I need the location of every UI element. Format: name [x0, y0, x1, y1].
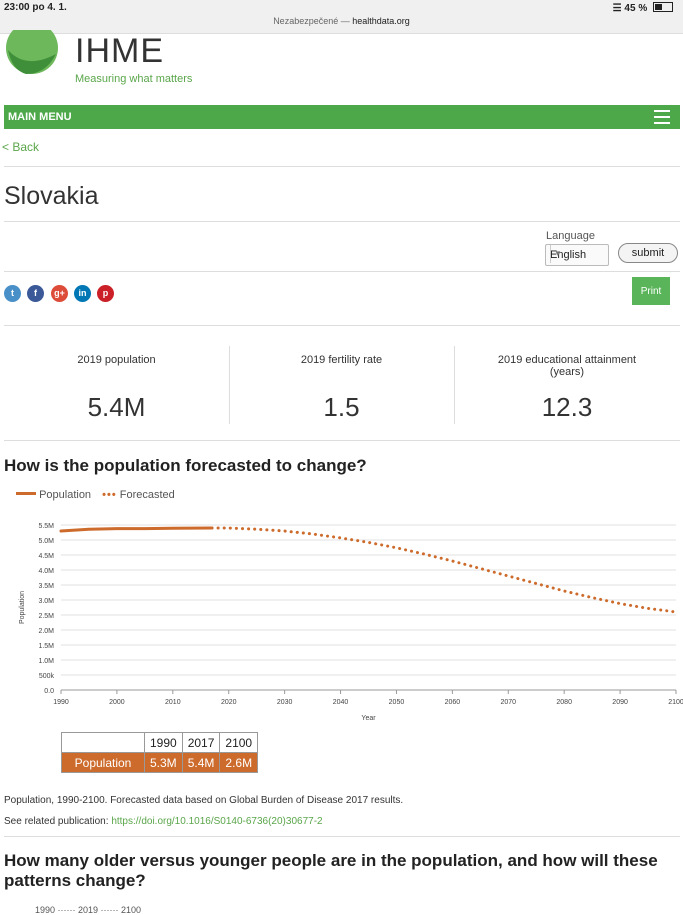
language-label: Language [546, 230, 595, 242]
related-label: See related publication: [4, 816, 109, 827]
x-tick-label: 2080 [556, 699, 572, 706]
security-label: Nezabezpečené — [273, 16, 350, 26]
submit-button[interactable]: submit [618, 243, 678, 263]
table-value: 5.4M [181, 752, 221, 773]
population-series-line [59, 526, 214, 533]
legend-forecasted-swatch: ••• [102, 489, 117, 501]
x-tick-label: 2050 [389, 699, 405, 706]
related-publication-link[interactable]: https://doi.org/10.1016/S0140-6736(20)30… [111, 816, 323, 827]
logo-leaf-icon [6, 30, 58, 74]
population-heading: How is the population forecasted to chan… [4, 456, 367, 475]
domain-label: healthdata.org [352, 16, 410, 26]
table-row-label: Population [61, 752, 145, 773]
language-selected: English [550, 249, 587, 261]
stat-value: 1.5 [323, 392, 360, 422]
table-year: 2100 [219, 732, 259, 753]
divider [454, 346, 455, 424]
logo-name: IHME [75, 32, 164, 70]
divider [4, 166, 680, 167]
stat-fertility: 2019 fertility rate 1.5 [229, 346, 454, 424]
battery-indicator: ☰ 45 % [613, 2, 673, 14]
y-tick-label: 1.5M [38, 643, 54, 650]
y-tick-label: 4.0M [38, 568, 54, 575]
x-tick-label: 2020 [221, 699, 237, 706]
table-year: 2017 [181, 732, 221, 753]
divider [4, 440, 680, 441]
divider [4, 221, 680, 222]
status-time: 23:00 po 4. 1. [4, 2, 67, 13]
chevron-down-icon: ▼ [550, 245, 565, 263]
x-tick-label: 2010 [165, 699, 181, 706]
x-tick-label: 2000 [109, 699, 125, 706]
population-summary-table: 1990 2017 2100 Population 5.3M 5.4M 2.6M [61, 732, 259, 773]
y-tick-label: 3.0M [38, 598, 54, 605]
page-title: Slovakia [4, 182, 99, 210]
back-link[interactable]: < Back [2, 140, 40, 154]
related-publication: See related publication: https://doi.org… [4, 816, 323, 827]
divider [229, 346, 230, 424]
stat-label: 2019 fertility rate [300, 354, 383, 366]
y-tick-label: 5.5M [38, 523, 54, 530]
y-tick-label: 0.0 [44, 688, 54, 695]
stat-label: 2019 educational attainment (years) [497, 354, 637, 378]
divider [4, 325, 680, 326]
facebook-icon[interactable]: f [27, 285, 44, 302]
x-tick-label: 2090 [612, 699, 628, 706]
main-menu-label: MAIN MENU [8, 111, 72, 123]
print-button[interactable]: Print [632, 277, 670, 305]
divider [4, 836, 680, 837]
stat-education: 2019 educational attainment (years) 12.3 [454, 346, 680, 424]
battery-fill [655, 4, 663, 10]
main-menu-bar[interactable]: MAIN MENU [4, 105, 680, 129]
x-tick-label: 2100 [668, 699, 683, 706]
language-select[interactable]: English ▼ [545, 244, 609, 266]
population-chart: 0.0 500k 1.0M 1.5M 2.0M 2.5M 3.0M 3.5M 4.0M 4.5M 5… [19, 523, 683, 722]
chart-legend: Population ••• Forecasted [16, 489, 175, 501]
stat-label: 2019 population [77, 354, 156, 366]
battery-icon [653, 2, 673, 12]
twitter-icon[interactable]: t [4, 285, 21, 302]
stat-value: 5.4M [87, 392, 146, 422]
x-axis-label: Year [361, 715, 376, 722]
table-corner [61, 732, 145, 753]
legend-forecasted-label[interactable]: Forecasted [119, 489, 175, 501]
age-chart-legend: 1990 ······ 2019 ······ 2100 [35, 905, 142, 915]
stat-population: 2019 population 5.4M [4, 346, 229, 424]
table-row: Population 5.3M 5.4M 2.6M [61, 752, 259, 773]
legend-population-swatch [16, 492, 36, 495]
status-bar: 23:00 po 4. 1. ☰ 45 % [0, 0, 683, 16]
legend-population-label[interactable]: Population [39, 489, 92, 501]
table-value: 2.6M [219, 752, 259, 773]
x-tick-label: 2060 [445, 699, 461, 706]
linkedin-icon[interactable]: in [74, 285, 91, 302]
y-tick-label: 2.5M [38, 613, 54, 620]
table-header-row: 1990 2017 2100 [61, 732, 259, 753]
table-value: 5.3M [144, 752, 183, 773]
divider [4, 271, 680, 272]
x-tick-label: 2040 [333, 699, 349, 706]
chart-caption: Population, 1990-2100. Forecasted data b… [4, 795, 404, 806]
address-bar[interactable]: Nezabezpečené — healthdata.org [0, 16, 683, 34]
y-tick-label: 2.0M [38, 628, 54, 635]
google-plus-icon[interactable]: g+ [51, 285, 68, 302]
key-stats: 2019 population 5.4M 2019 fertility rate… [4, 346, 680, 424]
stat-value: 12.3 [541, 392, 593, 422]
y-tick-label: 5.0M [38, 538, 54, 545]
y-tick-label: 3.5M [38, 583, 54, 590]
forecast-series-line [210, 526, 678, 614]
table-year: 1990 [144, 732, 183, 753]
age-structure-heading: How many older versus younger people are… [4, 851, 658, 890]
y-tick-label: 4.5M [38, 553, 54, 560]
y-tick-label: 1.0M [38, 658, 54, 665]
y-axis-label: Population [19, 591, 26, 624]
x-tick-label: 1990 [53, 699, 69, 706]
wifi-icon: ☰ [612, 3, 622, 14]
battery-percent: 45 % [624, 3, 648, 14]
x-tick-label: 2070 [500, 699, 516, 706]
logo-tagline: Measuring what matters [75, 73, 193, 85]
y-tick-label: 500k [39, 673, 55, 680]
hamburger-icon[interactable] [654, 110, 670, 124]
x-tick-label: 2030 [277, 699, 293, 706]
pinterest-icon[interactable]: p [97, 285, 114, 302]
